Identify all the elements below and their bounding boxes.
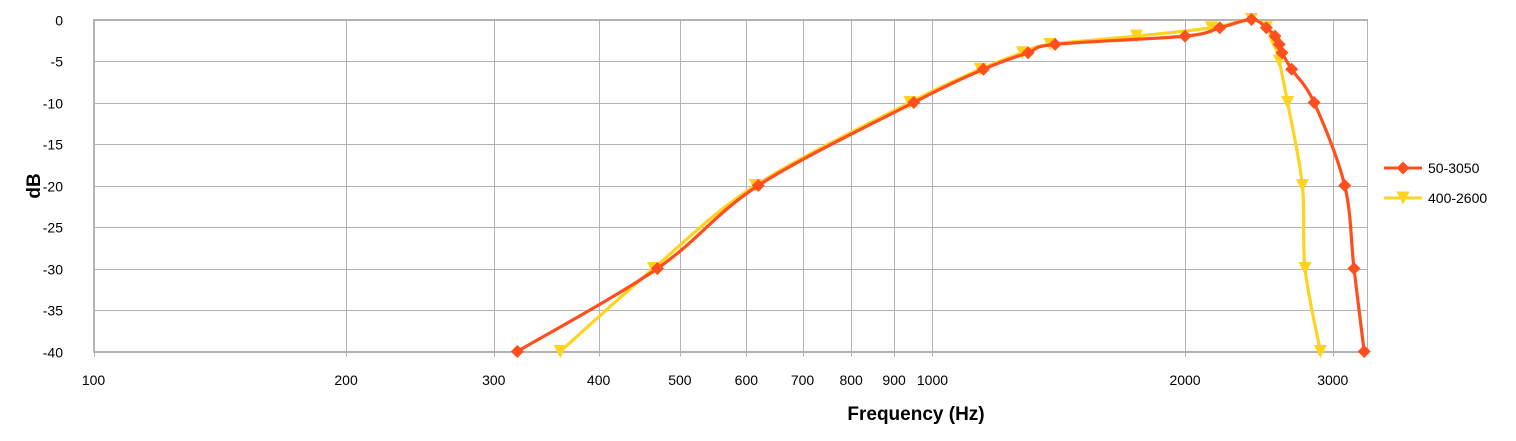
x-tick-label: 900 (882, 372, 906, 388)
data-point (1204, 21, 1218, 35)
x-tick-label: 300 (482, 372, 506, 388)
tick-labels: 0 -5 -10 -15 -20 -25 -30 -35 -40 100 200 300 400 500 6… (43, 13, 1349, 389)
data-point (1021, 46, 1035, 60)
data-point (1347, 262, 1361, 275)
y-tick-label: -35 (43, 303, 63, 319)
data-point (751, 179, 765, 192)
legend-label: 50-3050 (1428, 160, 1480, 176)
series-400-2600 (553, 13, 1327, 358)
data-point (650, 262, 664, 275)
y-tick-label: -15 (43, 137, 63, 153)
legend-label: 400-2600 (1428, 190, 1487, 206)
data-point (1178, 29, 1192, 43)
x-tick-label: 800 (839, 372, 863, 388)
grid (93, 19, 1368, 357)
y-tick-label: -5 (51, 54, 64, 70)
y-tick-label: -30 (43, 262, 63, 278)
data-point (1338, 179, 1352, 192)
x-tick-label: 100 (82, 372, 106, 388)
data-point (1281, 96, 1295, 109)
y-tick-label: 0 (55, 13, 63, 29)
data-point (1213, 21, 1227, 35)
data-point (976, 62, 990, 76)
data-point (1295, 179, 1309, 192)
legend-item: 400-2600 (1384, 190, 1487, 206)
legend: 50-3050 400-2600 (1384, 160, 1487, 206)
data-point (1396, 161, 1410, 175)
data-point (1275, 46, 1289, 60)
x-axis-title: Frequency (Hz) (847, 404, 984, 425)
x-tick-label: 200 (334, 372, 358, 388)
x-tick-label: 2000 (1169, 372, 1200, 388)
plot-frame (93, 19, 1368, 352)
y-tick-label: -40 (43, 345, 63, 361)
data-point (1313, 345, 1327, 358)
data-point (1129, 29, 1143, 43)
data-point (1396, 191, 1410, 205)
data-point (1259, 21, 1273, 35)
x-tick-label: 600 (735, 372, 759, 388)
y-axis-title: dB (24, 173, 45, 198)
y-tick-label: -10 (43, 96, 63, 112)
series-50-3050 (510, 13, 1371, 358)
y-tick-label: -25 (43, 220, 63, 236)
data-point (1357, 345, 1371, 358)
data-point (1307, 96, 1321, 109)
x-tick-label: 500 (668, 372, 692, 388)
x-tick-label: 400 (587, 372, 611, 388)
data-point (907, 96, 921, 109)
x-tick-label: 3000 (1317, 372, 1348, 388)
series-layer (510, 13, 1371, 358)
data-point (553, 345, 567, 358)
data-point (1244, 13, 1258, 26)
legend-item: 50-3050 (1384, 160, 1480, 176)
series-line (559, 17, 1322, 353)
y-tick-label: -20 (43, 179, 63, 195)
data-point (1285, 62, 1299, 76)
data-point (1048, 37, 1062, 51)
data-point (510, 345, 524, 358)
data-point (1298, 262, 1312, 275)
x-tick-label: 700 (791, 372, 815, 388)
series-line (516, 17, 1366, 353)
x-tick-label: 1000 (917, 372, 948, 388)
